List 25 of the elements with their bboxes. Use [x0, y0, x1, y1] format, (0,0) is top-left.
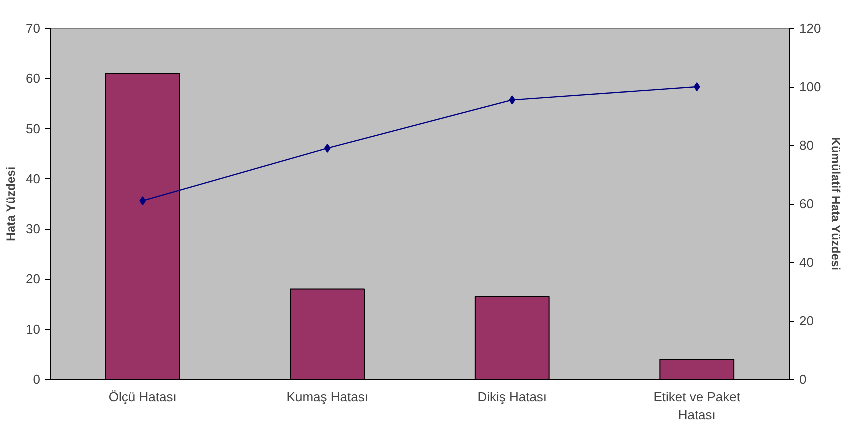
- y-tick-label: 70: [26, 21, 41, 36]
- y-tick-label: 10: [26, 322, 41, 337]
- y-tick-label: 40: [26, 171, 41, 186]
- point: [509, 96, 516, 105]
- point: [140, 196, 146, 206]
- x-tick-label: Ölçü Hatası: [108, 390, 177, 404]
- x-tick-label: Kumaş Hatası: [286, 390, 368, 404]
- y2-tick-label: 100: [800, 80, 822, 94]
- y2-tick-label: 80: [800, 138, 814, 153]
- y-tick-label: 20: [26, 272, 41, 287]
- y2-tick-label: 0: [800, 372, 807, 387]
- y-tick-label: 0: [33, 372, 41, 387]
- x-tick-label: Etiket ve Paket Hatası: [654, 390, 741, 422]
- y2-axis-title: Kümülatif Hata Yüzdesi: [829, 137, 844, 270]
- y-tick-label: 60: [26, 71, 41, 86]
- point: [324, 144, 331, 153]
- point: [694, 82, 700, 92]
- y-tick-label: 50: [26, 121, 41, 136]
- y2-tick-label: 40: [800, 255, 814, 270]
- y-tick-label: 30: [26, 222, 41, 237]
- y2-tick-label: 20: [800, 314, 814, 328]
- y-axis-title: Hata Yüzdesi: [4, 166, 18, 242]
- y2-tick-label: 120: [800, 21, 822, 36]
- x-tick-label: Dikiş Hatası: [478, 390, 548, 404]
- y2-tick-label: 60: [800, 196, 814, 212]
